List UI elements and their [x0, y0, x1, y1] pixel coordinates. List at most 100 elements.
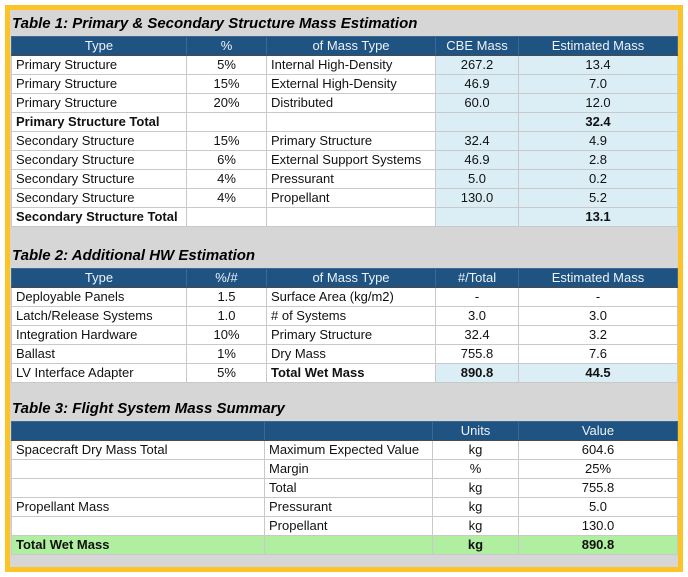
cell-item: Propellant: [264, 516, 433, 536]
cell-percent-count: 10%: [186, 325, 267, 345]
cell-units: %: [432, 459, 519, 479]
table-row: Primary Structure 15% External High-Dens…: [11, 74, 678, 94]
table-row: Secondary Structure 6% External Support …: [11, 150, 678, 170]
cell-count-total: -: [435, 287, 519, 307]
table-row: Propellant Mass Pressurant kg 5.0: [11, 497, 678, 517]
cell-of-mass-type: Propellant: [266, 188, 436, 208]
cell-item: [264, 535, 433, 555]
cell-type: Latch/Release Systems: [11, 306, 187, 326]
cell-of-mass-type: Primary Structure: [266, 131, 436, 151]
table-row: Secondary Structure 15% Primary Structur…: [11, 131, 678, 151]
table2-header-row: Type %/# of Mass Type #/Total Estimated …: [11, 268, 678, 288]
cell-units: kg: [432, 535, 519, 555]
table1-structure-mass-estimation: Type % of Mass Type CBE Mass Estimated M…: [11, 36, 678, 227]
table3-flight-system-mass-summary: Units Value Spacecraft Dry Mass Total Ma…: [11, 421, 678, 555]
cell-type: Ballast: [11, 344, 187, 364]
cell-of-mass-type: Distributed: [266, 93, 436, 113]
cell-percent-count: 1.5: [186, 287, 267, 307]
cell-value: 25%: [518, 459, 678, 479]
cell-cbe-mass: 46.9: [435, 150, 519, 170]
table2-title: Table 2: Additional HW Estimation: [12, 247, 256, 264]
cell-percent: 4%: [186, 188, 267, 208]
table-row: Latch/Release Systems 1.0 # of Systems 3…: [11, 306, 678, 326]
table-row-total-wet-mass: Total Wet Mass kg 890.8: [11, 535, 678, 555]
cell-value: 5.0: [518, 497, 678, 517]
cell-percent: [186, 207, 267, 227]
cell-percent: 4%: [186, 169, 267, 189]
table-row-secondary-structure-total: Secondary Structure Total 13.1: [11, 207, 678, 227]
table3-header-row: Units Value: [11, 421, 678, 441]
cell-value: 604.6: [518, 440, 678, 460]
table1-header-row: Type % of Mass Type CBE Mass Estimated M…: [11, 36, 678, 56]
table1-header-type: Type: [11, 36, 187, 56]
table3-title: Table 3: Flight System Mass Summary: [12, 400, 285, 417]
cell-estimated-mass: -: [518, 287, 678, 307]
table-row-total-wet-mass: LV Interface Adapter 5% Total Wet Mass 8…: [11, 363, 678, 383]
cell-category: Propellant Mass: [11, 497, 265, 517]
cell-estimated-mass: 7.6: [518, 344, 678, 364]
table2-additional-hw-estimation: Type %/# of Mass Type #/Total Estimated …: [11, 268, 678, 383]
table2-header-estimated-mass: Estimated Mass: [518, 268, 678, 288]
cell-estimated-mass: 7.0: [518, 74, 678, 94]
table-row: Primary Structure 5% Internal High-Densi…: [11, 55, 678, 75]
cell-percent-count: 1.0: [186, 306, 267, 326]
cell-total-label: Primary Structure Total: [11, 112, 187, 132]
cell-of-mass-type: # of Systems: [266, 306, 436, 326]
cell-item: Maximum Expected Value: [264, 440, 433, 460]
cell-estimated-mass: 3.0: [518, 306, 678, 326]
cell-cbe-mass: [435, 207, 519, 227]
table2-header-type: Type: [11, 268, 187, 288]
cell-estimated-mass: 44.5: [518, 363, 678, 383]
cell-percent: [186, 112, 267, 132]
table-row: Margin % 25%: [11, 459, 678, 479]
table-row: Integration Hardware 10% Primary Structu…: [11, 325, 678, 345]
cell-total-label: Total Wet Mass: [11, 535, 265, 555]
cell-of-mass-type: Primary Structure: [266, 325, 436, 345]
cell-count-total: 32.4: [435, 325, 519, 345]
cell-value: 890.8: [518, 535, 678, 555]
cell-count-total: 890.8: [435, 363, 519, 383]
cell-total-value: 32.4: [518, 112, 678, 132]
cell-cbe-mass: 46.9: [435, 74, 519, 94]
cell-units: kg: [432, 478, 519, 498]
cell-cbe-mass: 267.2: [435, 55, 519, 75]
cell-item: Total: [264, 478, 433, 498]
cell-estimated-mass: 3.2: [518, 325, 678, 345]
cell-type: Secondary Structure: [11, 131, 187, 151]
cell-percent: 15%: [186, 74, 267, 94]
table-row: Ballast 1% Dry Mass 755.8 7.6: [11, 344, 678, 364]
table-row-primary-structure-total: Primary Structure Total 32.4: [11, 112, 678, 132]
cell-value: 755.8: [518, 478, 678, 498]
cell-cbe-mass: [435, 112, 519, 132]
cell-percent: 20%: [186, 93, 267, 113]
cell-of-mass-type: Total Wet Mass: [266, 363, 436, 383]
table3-header-blank-1: [11, 421, 265, 441]
cell-item: Pressurant: [264, 497, 433, 517]
cell-type: Secondary Structure: [11, 169, 187, 189]
cell-type: Secondary Structure: [11, 188, 187, 208]
cell-percent: 6%: [186, 150, 267, 170]
cell-cbe-mass: 5.0: [435, 169, 519, 189]
cell-estimated-mass: 4.9: [518, 131, 678, 151]
cell-count-total: 755.8: [435, 344, 519, 364]
table1-header-percent: %: [186, 36, 267, 56]
table3-header-blank-2: [264, 421, 433, 441]
table-row: Primary Structure 20% Distributed 60.0 1…: [11, 93, 678, 113]
cell-total-label: Secondary Structure Total: [11, 207, 187, 227]
cell-category: [11, 516, 265, 536]
cell-units: kg: [432, 497, 519, 517]
cell-of-mass-type: Internal High-Density: [266, 55, 436, 75]
table-row: Secondary Structure 4% Propellant 130.0 …: [11, 188, 678, 208]
cell-category: Spacecraft Dry Mass Total: [11, 440, 265, 460]
cell-of-mass-type: External Support Systems: [266, 150, 436, 170]
cell-units: kg: [432, 516, 519, 536]
cell-of-mass-type: [266, 112, 436, 132]
table-row: Secondary Structure 4% Pressurant 5.0 0.…: [11, 169, 678, 189]
cell-of-mass-type: Pressurant: [266, 169, 436, 189]
cell-category: [11, 478, 265, 498]
table-row: Spacecraft Dry Mass Total Maximum Expect…: [11, 440, 678, 460]
table1-header-estimated-mass: Estimated Mass: [518, 36, 678, 56]
cell-of-mass-type: External High-Density: [266, 74, 436, 94]
cell-type: Deployable Panels: [11, 287, 187, 307]
table1-title: Table 1: Primary & Secondary Structure M…: [12, 15, 418, 32]
